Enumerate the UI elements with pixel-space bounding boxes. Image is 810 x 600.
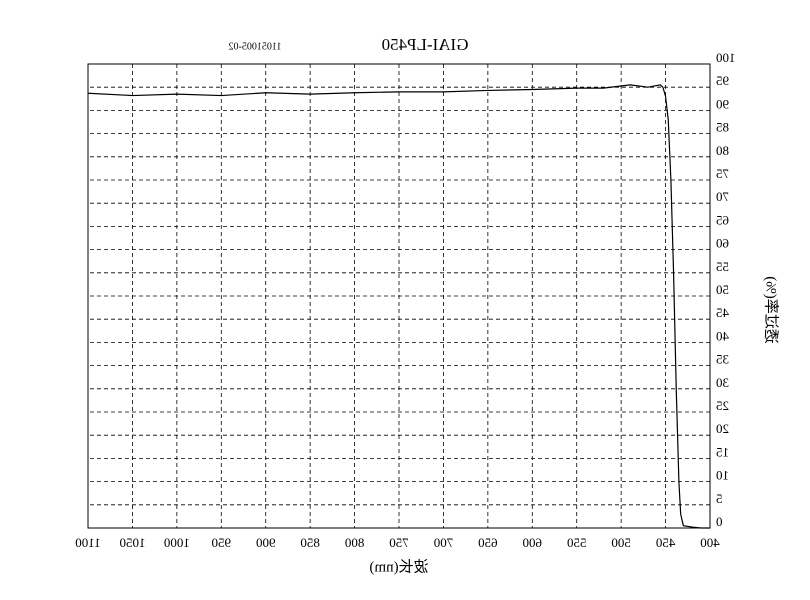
y-tick-label: 70 — [716, 189, 729, 204]
y-tick-label: 0 — [716, 514, 723, 529]
y-tick-label: 30 — [716, 375, 729, 390]
chart-title: GIAI-LP450 — [382, 35, 469, 54]
y-tick-label: 55 — [716, 259, 729, 274]
chart-subtitle: 11051005-02 — [229, 41, 282, 52]
x-tick-label: 700 — [434, 535, 454, 550]
x-tick-label: 450 — [656, 535, 676, 550]
y-tick-label: 25 — [716, 398, 729, 413]
y-tick-label: 95 — [716, 73, 729, 88]
y-tick-label: 65 — [716, 212, 729, 227]
y-tick-label: 5 — [716, 491, 723, 506]
x-tick-label: 550 — [567, 535, 587, 550]
y-tick-label: 10 — [716, 468, 729, 483]
x-tick-label: 650 — [478, 535, 498, 550]
x-tick-label: 900 — [256, 535, 276, 550]
x-tick-label: 750 — [389, 535, 409, 550]
plot-group: GIAI-LP450 11051005-02 波长(nm) 透过率(%) 0 5 1… — [75, 35, 779, 576]
y-tick-label: 50 — [716, 282, 729, 297]
y-tick-label: 20 — [716, 421, 729, 436]
x-axis-label: 波长(nm) — [369, 558, 428, 575]
y-tick-label: 35 — [716, 352, 729, 367]
x-tick-label: 850 — [300, 535, 320, 550]
y-tick-label: 85 — [716, 120, 729, 135]
y-tick-label: 40 — [716, 328, 729, 343]
y-tick-label: 80 — [716, 143, 729, 158]
x-tick-label: 400 — [700, 535, 720, 550]
data-line — [87, 84, 710, 529]
x-tick-label: 500 — [611, 535, 631, 550]
y-tick-label: 75 — [716, 166, 729, 181]
x-tick-label: 800 — [345, 535, 365, 550]
y-tick-label: 90 — [716, 96, 729, 111]
x-tick-label: 1000 — [164, 535, 190, 550]
y-tick-label: 15 — [716, 444, 729, 459]
y-tick-label: 100 — [716, 50, 736, 65]
x-tick-label: 1050 — [119, 535, 145, 550]
y-tick-label: 60 — [716, 236, 729, 251]
x-tick-label: 950 — [212, 535, 232, 550]
y-axis-label: 透过率(%) — [763, 276, 780, 344]
x-tick-label: 600 — [523, 535, 543, 550]
y-tick-label: 45 — [716, 305, 729, 320]
x-tick-label: 1100 — [75, 535, 101, 550]
